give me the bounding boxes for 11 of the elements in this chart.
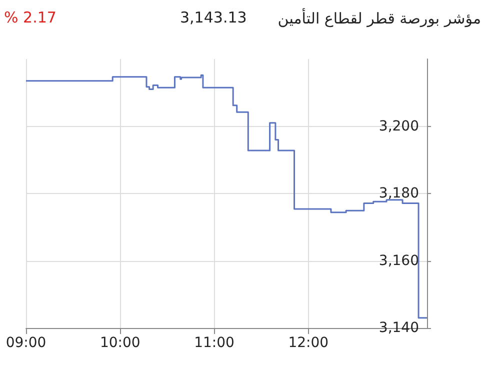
x-tick-label: 11:00 bbox=[194, 335, 234, 351]
x-tick-label: 10:00 bbox=[100, 335, 140, 351]
x-tick-label: 09:00 bbox=[6, 335, 46, 351]
text: 3,143.13 bbox=[180, 8, 247, 26]
y-tick-label: 3,160 bbox=[378, 252, 419, 269]
y-tick-label: 3,140 bbox=[378, 320, 419, 336]
text: % 2.17 bbox=[4, 8, 56, 26]
y-tick-label: 3,200 bbox=[378, 118, 419, 134]
x-tick-label: 12:00 bbox=[288, 335, 329, 351]
y-tick-label: 3,180 bbox=[378, 186, 419, 202]
chart-title: مؤشر بورصة قطر لقطاع التأمين bbox=[278, 8, 482, 28]
